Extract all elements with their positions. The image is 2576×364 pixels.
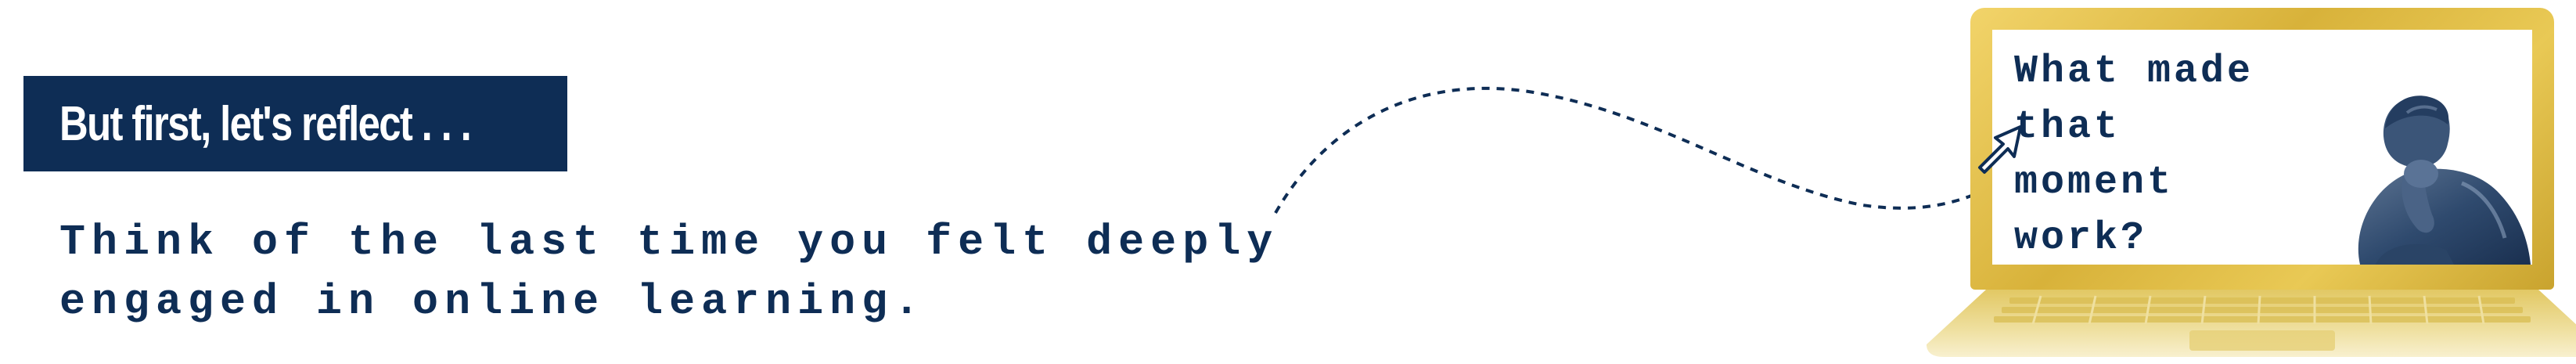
prompt-line-2: engaged in online learning. <box>59 277 926 326</box>
laptop-screen-frame: What made that moment work? <box>1970 8 2554 290</box>
thinker-statue-image <box>2358 96 2531 265</box>
screen-line-3: moment <box>2014 160 2175 205</box>
prompt-line-1: Think of the last time you felt deeply <box>59 218 1279 267</box>
screen-line-4: work? <box>2014 216 2148 261</box>
screen-line-2: that <box>2014 105 2121 150</box>
banner-title: But first, let's reflect . . . <box>59 96 472 151</box>
reflection-prompt: Think of the last time you felt deeply e… <box>59 213 1280 332</box>
mouse-pointer-icon <box>1978 125 2022 174</box>
screen-question: What made that moment work? <box>2014 44 2254 265</box>
laptop-keyboard-base <box>1927 290 2576 357</box>
laptop-illustration: What made that moment work? <box>1927 8 2576 360</box>
laptop-screen: What made that moment work? <box>1992 30 2532 265</box>
title-banner: But first, let's reflect . . . <box>23 76 567 171</box>
screen-line-1: What made <box>2014 49 2254 94</box>
